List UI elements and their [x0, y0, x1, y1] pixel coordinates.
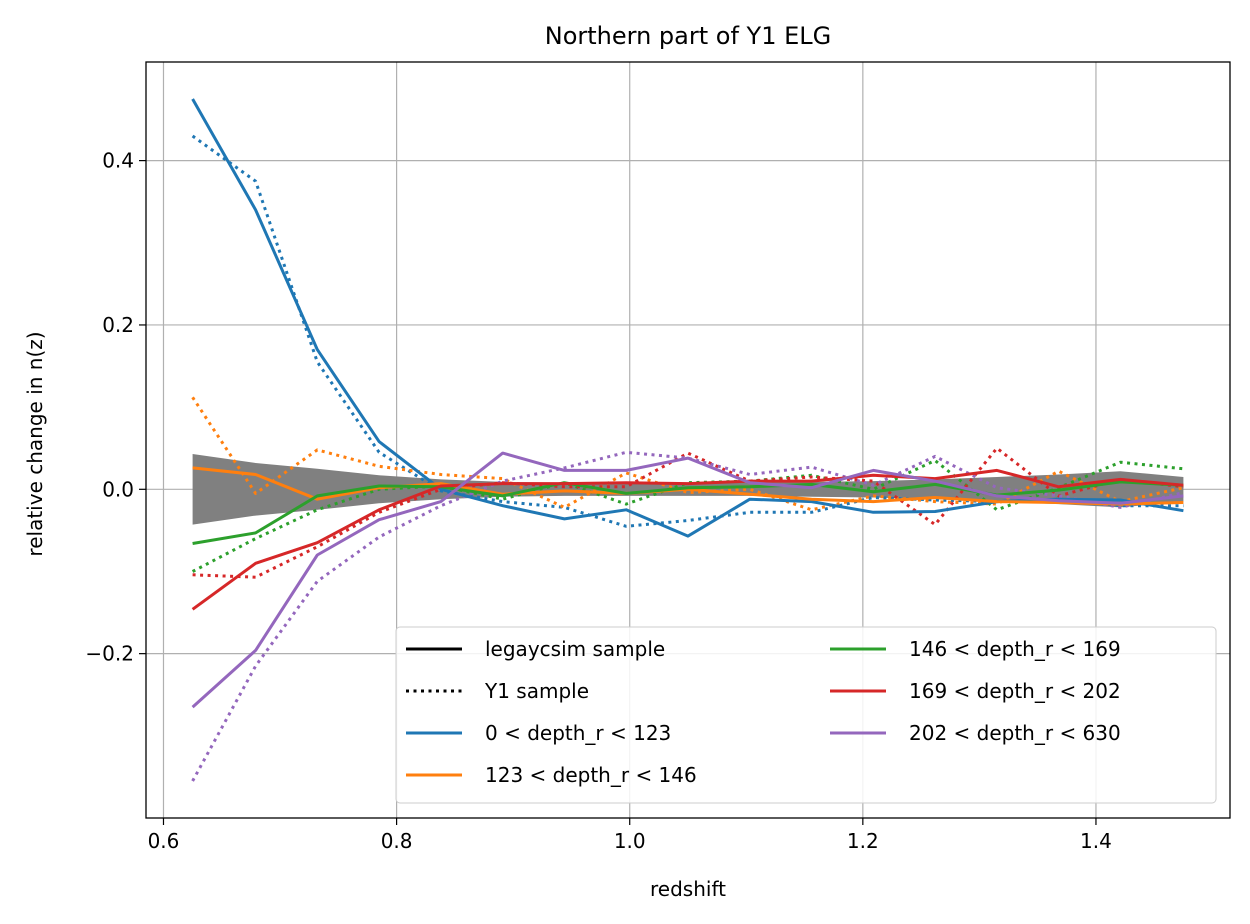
- y-axis-label: relative change in n(z): [23, 331, 47, 556]
- series-line-169-depth-r-202-dotted: [192, 446, 1184, 579]
- axis-ticks: 0.6 0.8 1.0 1.2 1.4 −0.2 0.0 0.2 0.4: [85, 149, 1111, 853]
- x-tick-label-0: 0.6: [148, 829, 180, 853]
- legend-entry-3: 123 < depth_r < 146: [406, 763, 697, 787]
- legend-box: [395, 626, 1217, 804]
- y-tick-label-3: 0.4: [102, 149, 134, 173]
- series-line-123-depth-r-146-solid: [192, 466, 1184, 506]
- legend-label-0: legaycsim sample: [485, 637, 665, 661]
- series-line-202-depth-r-630-solid: [191, 451, 1184, 709]
- legend-entry-5: 169 < depth_r < 202: [830, 679, 1121, 703]
- x-axis-label: redshift: [650, 877, 726, 901]
- series-lines: [191, 98, 1184, 782]
- x-tick-label-4: 1.4: [1080, 829, 1112, 853]
- series-line-169-depth-r-202-solid: [191, 468, 1184, 611]
- y-tick-label-2: 0.2: [102, 313, 134, 337]
- legend-label-4: 146 < depth_r < 169: [909, 637, 1121, 661]
- legend-label-5: 169 < depth_r < 202: [909, 679, 1121, 703]
- legend-label-2: 0 < depth_r < 123: [485, 721, 671, 745]
- legend-label-3: 123 < depth_r < 146: [485, 763, 697, 787]
- legend-entry-0: legaycsim sample: [406, 637, 665, 661]
- series-line-123-depth-r-146-dotted: [191, 396, 1184, 512]
- y-tick-label-0: −0.2: [85, 642, 134, 666]
- legend-label-1: Y1 sample: [484, 679, 589, 703]
- chart-title: Northern part of Y1 ELG: [545, 22, 831, 50]
- legend: legaycsim sample Y1 sample 0 < depth_r < 1…: [395, 626, 1217, 804]
- x-tick-label-1: 0.8: [381, 829, 413, 853]
- series-line-202-depth-r-630-dotted: [191, 450, 1184, 782]
- series-line-146-depth-r-169-solid: [192, 480, 1184, 545]
- legend-entry-6: 202 < depth_r < 630: [830, 721, 1121, 745]
- legend-label-6: 202 < depth_r < 630: [909, 721, 1121, 745]
- legend-entry-2: 0 < depth_r < 123: [406, 721, 671, 745]
- legend-entry-1: Y1 sample: [406, 679, 589, 703]
- x-tick-label-2: 1.0: [614, 829, 646, 853]
- plot-frame: [145, 61, 1231, 819]
- legend-entry-4: 146 < depth_r < 169: [830, 637, 1121, 661]
- x-tick-label-3: 1.2: [847, 829, 879, 853]
- y-tick-label-1: 0.0: [102, 477, 134, 501]
